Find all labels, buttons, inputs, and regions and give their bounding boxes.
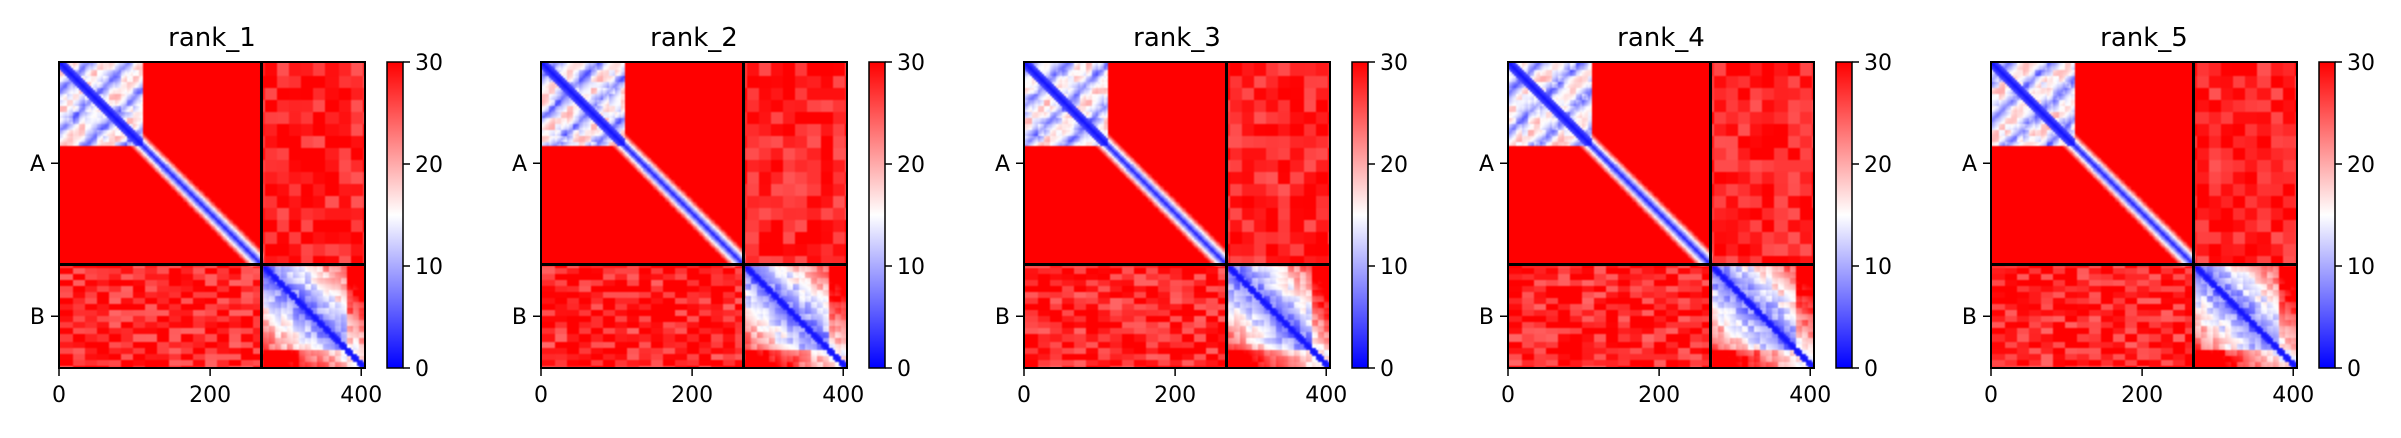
heatmap-image xyxy=(1024,62,1330,368)
colorbar xyxy=(2318,61,2336,369)
chain-label-B: B xyxy=(995,305,1010,330)
chain-label-A: A xyxy=(512,152,527,177)
colorbar-tick-label: 0 xyxy=(1864,357,1878,382)
x-tick-label: 0 xyxy=(52,383,66,408)
x-tick-label: 400 xyxy=(2272,383,2314,408)
heatmap-image xyxy=(1508,62,1814,368)
panel-rank_4: rank_4 A B 0 200 400 0 10 20 30 xyxy=(1479,23,1892,408)
x-tick-label: 0 xyxy=(534,383,548,408)
colorbar-tick-label: 30 xyxy=(897,51,925,76)
x-tick-label: 400 xyxy=(1789,383,1831,408)
x-tick-label: 400 xyxy=(822,383,864,408)
x-tick-label: 200 xyxy=(1638,383,1680,408)
panel-rank_1: rank_1 A B 0 200 400 0 10 20 30 xyxy=(30,23,443,408)
heatmap-frame xyxy=(540,61,848,369)
colorbar-tick-label: 30 xyxy=(2347,51,2375,76)
chain-label-A: A xyxy=(1479,152,1494,177)
colorbar-tick-label: 0 xyxy=(897,357,911,382)
colorbar-tick-label: 10 xyxy=(1380,255,1408,280)
panel-title: rank_5 xyxy=(2100,23,2188,53)
chain-label-B: B xyxy=(1479,305,1494,330)
panel-title: rank_4 xyxy=(1617,23,1705,53)
colorbar-tick-label: 10 xyxy=(1864,255,1892,280)
x-tick-label: 200 xyxy=(189,383,231,408)
heatmap-image xyxy=(541,62,847,368)
colorbar xyxy=(1351,61,1369,369)
colorbar-tick-label: 30 xyxy=(415,51,443,76)
colorbar-tick-label: 10 xyxy=(897,255,925,280)
heatmap-frame xyxy=(58,61,366,369)
chain-label-A: A xyxy=(1962,152,1977,177)
colorbar-tick-label: 30 xyxy=(1864,51,1892,76)
chain-label-B: B xyxy=(1962,305,1977,330)
heatmap-image xyxy=(1991,62,2297,368)
panel-rank_2: rank_2 A B 0 200 400 0 10 20 30 xyxy=(512,23,925,408)
x-tick-label: 200 xyxy=(2121,383,2163,408)
chain-label-B: B xyxy=(512,305,527,330)
x-tick-label: 0 xyxy=(1984,383,1998,408)
x-tick-label: 0 xyxy=(1017,383,1031,408)
colorbar-tick-label: 10 xyxy=(2347,255,2375,280)
x-tick-label: 200 xyxy=(1154,383,1196,408)
colorbar xyxy=(386,61,404,369)
colorbar xyxy=(868,61,886,369)
colorbar-tick-label: 20 xyxy=(897,153,925,178)
panel-rank_3: rank_3 A B 0 200 400 0 10 20 30 xyxy=(995,23,1408,408)
x-tick-label: 200 xyxy=(671,383,713,408)
x-tick-label: 400 xyxy=(340,383,382,408)
chain-label-A: A xyxy=(30,152,45,177)
heatmap-frame xyxy=(1023,61,1331,369)
colorbar-tick-label: 0 xyxy=(1380,357,1394,382)
heatmap-frame xyxy=(1507,61,1815,369)
heatmap-image xyxy=(59,62,365,368)
colorbar-tick-label: 20 xyxy=(2347,153,2375,178)
colorbar-tick-label: 20 xyxy=(1380,153,1408,178)
panel-title: rank_1 xyxy=(168,23,256,53)
colorbar xyxy=(1835,61,1853,369)
panel-title: rank_3 xyxy=(1133,23,1221,53)
colorbar-tick-label: 0 xyxy=(2347,357,2361,382)
colorbar-tick-label: 20 xyxy=(415,153,443,178)
colorbar-tick-label: 0 xyxy=(415,357,429,382)
colorbar-tick-label: 30 xyxy=(1380,51,1408,76)
panel-title: rank_2 xyxy=(650,23,738,53)
x-tick-label: 400 xyxy=(1305,383,1347,408)
x-tick-label: 0 xyxy=(1501,383,1515,408)
chain-label-A: A xyxy=(995,152,1010,177)
heatmap-frame xyxy=(1990,61,2298,369)
chain-label-B: B xyxy=(30,305,45,330)
colorbar-tick-label: 10 xyxy=(415,255,443,280)
colorbar-tick-label: 20 xyxy=(1864,153,1892,178)
panel-rank_5: rank_5 A B 0 200 400 0 10 20 30 xyxy=(1962,23,2375,408)
